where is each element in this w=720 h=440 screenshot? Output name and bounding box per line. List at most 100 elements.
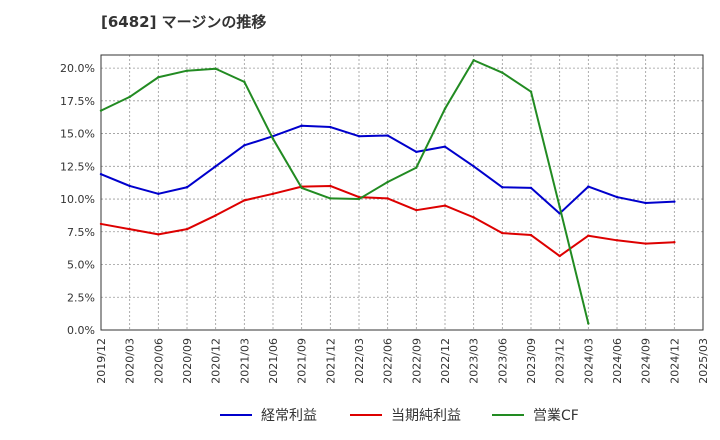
y-axis: 0.0% 2.5% 5.0% 7.5% 10.0% 12.5% 15.0% 17.5% 20.0…	[60, 62, 95, 337]
y-tick-label: 5.0%	[67, 259, 95, 272]
series-point-1	[157, 233, 160, 236]
x-axis: 2019/12 2020/03 2020/06 2020/09 2020/12 2021/…	[95, 338, 710, 384]
series-point-2	[128, 95, 131, 99]
series-point-2	[99, 109, 103, 112]
series-point-1	[501, 231, 504, 235]
legend-swatch-ordinary-profit	[220, 414, 252, 416]
x-tick-label: 2024/09	[640, 338, 653, 384]
x-tick-label: 2022/09	[410, 338, 423, 384]
series-point-2	[157, 76, 160, 79]
x-tick-label: 2019/12	[95, 338, 108, 384]
series-point-1	[615, 239, 619, 242]
series-point-0	[415, 150, 418, 154]
series-point-0	[243, 144, 246, 147]
x-tick-label: 2022/03	[353, 338, 366, 384]
series-point-2	[185, 69, 189, 72]
series-point-0	[472, 165, 475, 168]
legend-label-ordinary-profit: 経常利益	[261, 408, 317, 424]
series-point-1	[529, 233, 533, 237]
series-point-2	[443, 107, 447, 110]
series-point-2	[529, 90, 533, 93]
series-point-0	[443, 145, 447, 148]
series-point-2	[300, 186, 303, 190]
x-tick-label: 2022/12	[439, 338, 452, 384]
series-point-0	[615, 195, 619, 199]
legend-swatch-operating-cf	[492, 414, 524, 416]
series-point-2	[558, 205, 561, 209]
x-tick-label: 2023/12	[554, 338, 567, 384]
x-tick-label: 2025/03	[697, 338, 710, 384]
series-point-2	[357, 197, 361, 201]
x-tick-label: 2021/12	[324, 338, 337, 384]
y-tick-label: 2.5%	[67, 291, 95, 304]
series-point-0	[185, 186, 189, 189]
series-point-1	[214, 214, 217, 217]
y-tick-label: 12.5%	[60, 160, 95, 173]
series-point-1	[386, 197, 389, 200]
series-point-1	[99, 222, 103, 226]
x-tick-label: 2020/09	[181, 338, 194, 384]
legend-item-ordinary-profit: 経常利益	[220, 403, 317, 427]
series-point-2	[329, 197, 332, 200]
series-point-1	[443, 204, 447, 207]
plot-frame	[100, 54, 704, 331]
series-point-2	[501, 71, 504, 74]
series-point-0	[300, 124, 303, 127]
series-point-1	[472, 216, 475, 219]
x-tick-label: 2021/09	[296, 338, 309, 384]
series-point-1	[644, 242, 647, 245]
series-point-0	[644, 201, 647, 205]
y-tick-label: 10.0%	[60, 193, 95, 206]
series-point-1	[587, 234, 590, 237]
x-tick-label: 2020/06	[152, 338, 165, 384]
series-point-1	[558, 254, 561, 258]
series-point-0	[329, 125, 332, 129]
series-point-0	[501, 186, 504, 189]
series-point-0	[529, 186, 533, 190]
x-tick-label: 2024/06	[611, 338, 624, 384]
y-tick-label: 17.5%	[60, 95, 95, 108]
series-point-2	[472, 59, 475, 62]
series-point-2	[271, 137, 275, 141]
series-point-0	[214, 165, 217, 168]
x-tick-label: 2022/06	[382, 338, 395, 384]
series-point-0	[128, 184, 131, 188]
y-tick-label: 7.5%	[67, 226, 95, 239]
series-point-0	[673, 200, 676, 203]
x-tick-label: 2024/12	[668, 338, 681, 384]
x-tick-label: 2023/09	[525, 338, 538, 384]
series-lines	[99, 59, 676, 325]
series-point-2	[415, 166, 418, 169]
x-tick-label: 2023/06	[496, 338, 509, 384]
plot-background	[101, 55, 703, 330]
series-point-0	[357, 134, 361, 138]
series-line-2	[100, 59, 590, 325]
y-tick-label: 20.0%	[60, 62, 95, 75]
legend-label-net-income: 当期純利益	[391, 408, 461, 424]
series-point-1	[329, 184, 332, 188]
x-tick-label: 2020/03	[124, 338, 137, 384]
y-tick-label: 0.0%	[67, 324, 95, 337]
series-point-0	[587, 185, 590, 188]
series-point-0	[386, 134, 389, 137]
legend-item-net-income: 当期純利益	[350, 403, 461, 427]
x-tick-label: 2021/06	[267, 338, 280, 384]
series-point-1	[128, 227, 131, 231]
chart-title: [6482] マージンの推移	[101, 13, 267, 31]
series-point-1	[673, 241, 676, 244]
x-tick-label: 2021/03	[238, 338, 251, 384]
series-point-2	[243, 80, 246, 84]
series-point-2	[587, 322, 590, 325]
series-point-0	[157, 192, 160, 196]
legend-item-operating-cf: 営業CF	[492, 403, 579, 427]
series-point-2	[214, 67, 217, 70]
series-point-1	[185, 227, 189, 231]
series-point-0	[99, 172, 103, 176]
x-tick-label: 2020/12	[210, 338, 223, 384]
legend: 経常利益 当期純利益 営業CF	[0, 403, 720, 427]
legend-swatch-net-income	[350, 414, 382, 416]
legend-label-operating-cf: 営業CF	[533, 408, 579, 424]
x-tick-label: 2023/03	[468, 338, 481, 384]
series-point-1	[271, 192, 275, 196]
